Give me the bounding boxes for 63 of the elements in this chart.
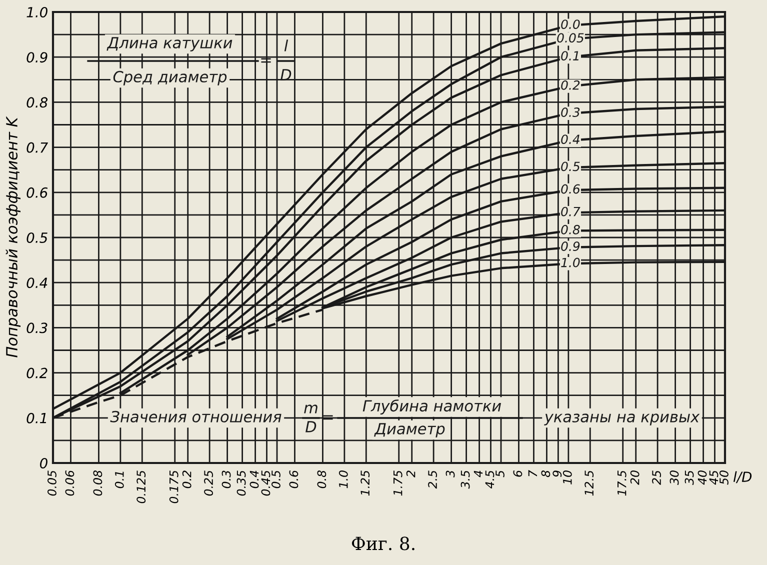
x-tick-label: 1.25 xyxy=(360,470,370,496)
x-tick-label: 5 xyxy=(496,470,504,478)
x-tick-label: 10 xyxy=(562,470,572,484)
x-tick-label: 17.5 xyxy=(618,470,626,496)
annotation: Значения отношения xyxy=(110,410,282,422)
x-tick-label: 8 xyxy=(541,470,550,478)
x-tick-label: 0.3 xyxy=(222,470,231,488)
x-tick-label: 2.5 xyxy=(428,470,437,489)
x-tick-label: 0.5 xyxy=(271,470,280,488)
x-tick-label: 30 xyxy=(670,470,679,485)
x-tick-label: 0.1 xyxy=(114,472,124,488)
x-tick-label: 0.175 xyxy=(169,470,178,504)
x-tick-label: 45 xyxy=(709,470,718,485)
annotation: Сред диаметр xyxy=(113,70,227,86)
y-tick-label: 0.8 xyxy=(26,97,48,108)
x-tick-label: 0.125 xyxy=(136,470,146,504)
annotation: D xyxy=(306,421,316,432)
y-tick-label: 0.7 xyxy=(26,142,48,153)
y-tick-label: 0.9 xyxy=(26,52,48,63)
x-axis-title: l/D xyxy=(733,471,752,484)
y-tick-label: 0.1 xyxy=(26,412,46,424)
x-tick-label: 3.5 xyxy=(460,470,470,489)
x-tick-label: 25 xyxy=(652,470,661,485)
annotation: m xyxy=(304,404,318,414)
x-tick-label: 12.5 xyxy=(584,470,594,496)
x-tick-label: 0.2 xyxy=(182,470,192,488)
x-tick-label: 0.05 xyxy=(47,470,56,496)
x-tick-label: 20 xyxy=(630,470,640,485)
annotation: l xyxy=(284,40,288,52)
x-tick-label: 0.6 xyxy=(289,470,298,488)
y-tick-label: 0.4 xyxy=(26,278,48,288)
x-tick-label: 1.0 xyxy=(338,470,348,488)
x-tick-label: 9 xyxy=(552,470,562,477)
y-tick-label: 0 xyxy=(40,458,48,468)
x-tick-label: 0.08 xyxy=(93,470,102,496)
text: Фиг. 8. xyxy=(352,536,414,550)
x-tick-label: 35 xyxy=(684,470,694,485)
y-tick-label: 0.5 xyxy=(26,232,48,243)
x-tick-label: 1.75 xyxy=(394,470,402,496)
x-tick-label: 0.25 xyxy=(204,470,213,496)
x-tick-label: 6 xyxy=(513,470,522,477)
x-tick-label: 7 xyxy=(528,470,537,476)
y-axis-title: Поправочный коэффициент K xyxy=(6,116,20,358)
y-tick-label: 0.3 xyxy=(26,322,48,334)
x-tick-label: 0.8 xyxy=(317,470,326,488)
x-tick-label: 50 xyxy=(719,470,728,485)
x-tick-label: 0.06 xyxy=(65,470,74,496)
annotation: Диаметр xyxy=(374,423,445,438)
y-tick-label: 0.6 xyxy=(26,187,48,198)
x-tick-label: 3 xyxy=(446,470,455,478)
annotation: Глубина намотки xyxy=(362,399,502,415)
x-tick-label: 0.4 xyxy=(250,470,259,488)
x-tick-label: 2 xyxy=(406,470,416,478)
y-tick-label: 1.0 xyxy=(26,6,48,18)
x-tick-label: 40 xyxy=(698,470,707,485)
annotation: = xyxy=(323,415,333,420)
y-tick-label: 0.2 xyxy=(26,368,48,378)
x-tick-label: 0.45 xyxy=(261,470,270,496)
annotation: Длина катушки xyxy=(106,37,232,52)
annotation: указаны на кривых xyxy=(544,414,700,426)
x-tick-label: 0.35 xyxy=(236,470,246,496)
x-tick-label: 4 xyxy=(474,470,483,478)
x-tick-label: 4.5 xyxy=(485,470,494,489)
